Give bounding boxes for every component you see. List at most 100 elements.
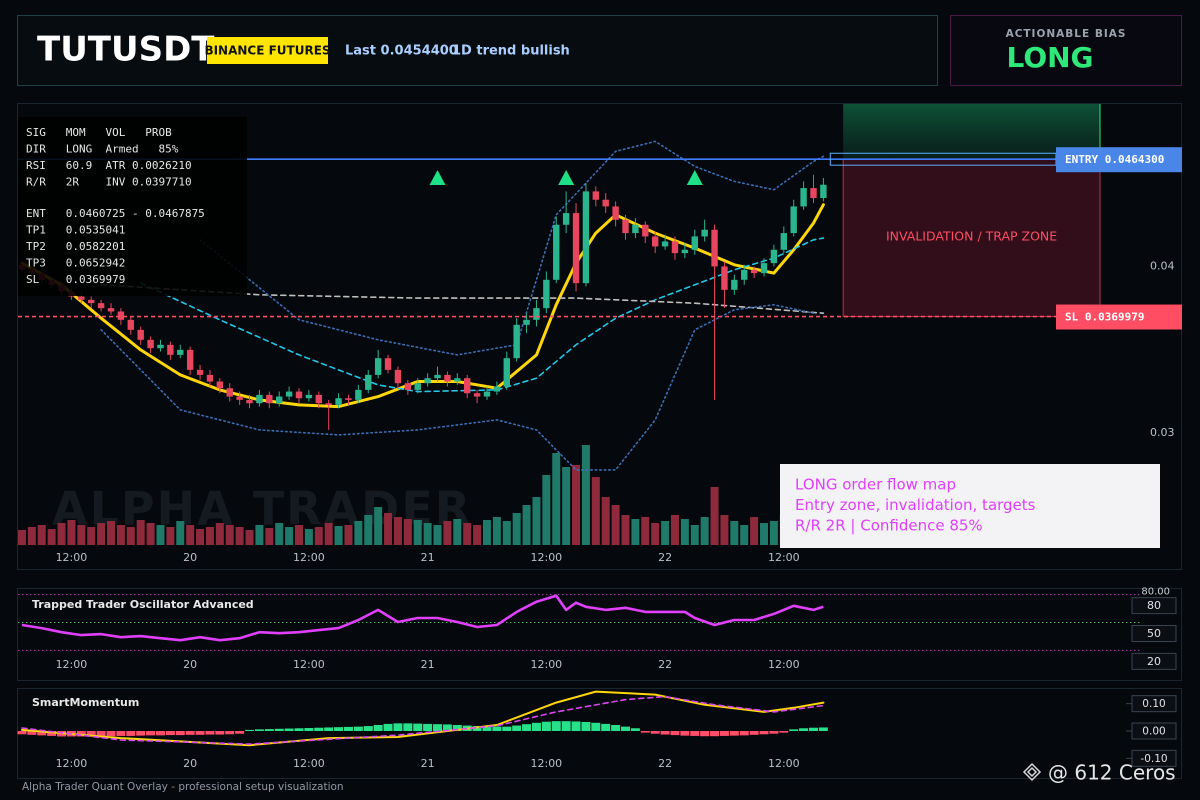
candle-body xyxy=(463,378,471,394)
info-line: TP2 0.0582201 xyxy=(26,240,125,253)
volume-bar xyxy=(47,529,56,545)
y-tick-box xyxy=(1131,625,1177,642)
volume-bar xyxy=(423,523,432,545)
histogram-bar xyxy=(17,731,27,735)
candle-body xyxy=(760,263,768,274)
candle-body xyxy=(444,374,451,382)
volume-bar xyxy=(532,497,541,545)
histogram-bar xyxy=(591,722,601,731)
volume-bar xyxy=(215,523,224,545)
volume-bar xyxy=(126,527,135,545)
y-tick-label: 0.04 xyxy=(1150,259,1175,272)
y-tick-box xyxy=(1131,749,1177,767)
volume-bar xyxy=(463,523,472,545)
histogram-bar xyxy=(136,731,146,736)
annotation-box xyxy=(780,464,1160,548)
histogram-bar xyxy=(433,724,443,731)
volume-bar xyxy=(413,520,422,545)
signal-triangle xyxy=(686,170,703,185)
volume-bar xyxy=(750,517,759,545)
histogram-bar xyxy=(571,721,581,731)
info-line: SIG MOM VOL PROB xyxy=(26,126,172,139)
histogram-bar xyxy=(808,727,818,731)
histogram-bar xyxy=(86,731,96,737)
histogram-bar xyxy=(492,726,502,731)
volume-bar xyxy=(136,520,145,545)
info-line: RSI 60.9 ATR 0.0026210 xyxy=(26,159,192,172)
volume-bar xyxy=(690,525,699,545)
y-tick-label: 0.10 xyxy=(1142,698,1165,710)
x-tick-label: 21 xyxy=(421,658,435,671)
histogram-bar xyxy=(284,728,294,731)
candle-body xyxy=(295,391,303,399)
volume-bar xyxy=(314,527,323,545)
entry-label: ENTRY 0.0464300 xyxy=(1065,153,1164,166)
volume-bar xyxy=(344,525,353,545)
candle-body xyxy=(681,249,689,254)
candle-body xyxy=(335,398,342,405)
histogram-bar xyxy=(116,731,126,736)
volume-bar xyxy=(304,529,313,545)
histogram-bar xyxy=(799,728,809,731)
candle-body xyxy=(414,383,421,390)
candle-body xyxy=(810,188,817,199)
x-tick-label: 20 xyxy=(183,658,197,671)
signal-triangle xyxy=(429,170,446,185)
histogram-bar xyxy=(531,722,541,731)
histogram-bar xyxy=(334,727,344,731)
volume-bar xyxy=(581,445,590,545)
volume-bar xyxy=(562,467,571,545)
ceiling-label: 80.00 xyxy=(1141,587,1170,598)
y-tick-label: 20 xyxy=(1147,655,1161,668)
candle-body xyxy=(305,394,313,399)
volume-bar xyxy=(680,519,689,545)
histogram-bar xyxy=(254,729,264,731)
histogram-bar xyxy=(660,731,670,735)
y-tick-label: 50 xyxy=(1147,627,1161,640)
histogram-bar xyxy=(37,731,47,736)
candle-body xyxy=(592,191,600,200)
histogram-bar xyxy=(769,731,779,734)
histogram-bar xyxy=(700,731,710,737)
volume-bar xyxy=(700,517,709,545)
footer: Alpha Trader Quant Overlay - professiona… xyxy=(22,781,344,793)
histogram-bar xyxy=(413,723,423,731)
y-tick-label: 0.00 xyxy=(1142,726,1165,738)
credit: @ 612 Ceros xyxy=(1048,761,1176,785)
candle-body xyxy=(196,369,204,375)
histogram-bar xyxy=(47,731,57,736)
candle-body xyxy=(780,233,788,250)
histogram-bar xyxy=(630,728,640,731)
volume-bar xyxy=(205,527,214,545)
candle-body xyxy=(602,199,609,207)
candle-body xyxy=(820,184,827,199)
info-line: SL 0.0369979 xyxy=(26,273,125,286)
volume-bar xyxy=(769,521,778,545)
histogram-bar xyxy=(621,726,631,731)
y-tick-box xyxy=(1131,695,1177,713)
candle-body xyxy=(533,308,540,320)
histogram-bar xyxy=(96,731,106,737)
volume-bar xyxy=(37,525,46,545)
candle-body xyxy=(266,394,273,404)
candle-body xyxy=(562,213,570,225)
candle-body xyxy=(642,224,649,237)
info-panel xyxy=(18,117,247,296)
x-tick-label: 22 xyxy=(658,757,672,770)
volume-bar xyxy=(354,521,363,545)
histogram-bar xyxy=(680,731,690,736)
volume-bar xyxy=(67,520,76,545)
x-tick-label: 20 xyxy=(183,551,197,564)
histogram-bar xyxy=(225,731,235,735)
candle-body xyxy=(276,396,283,404)
histogram-bar xyxy=(541,721,551,731)
volume-bar xyxy=(57,523,66,545)
symbol: TUTUSDT xyxy=(37,30,215,70)
x-tick-label: 12:00 xyxy=(293,551,325,564)
volume-bar xyxy=(710,487,719,545)
histogram-bar xyxy=(581,721,591,731)
info-line: TP1 0.0535041 xyxy=(26,224,125,237)
histogram-bar xyxy=(749,731,759,735)
candle-body xyxy=(800,188,807,207)
histogram-bar xyxy=(294,728,304,731)
